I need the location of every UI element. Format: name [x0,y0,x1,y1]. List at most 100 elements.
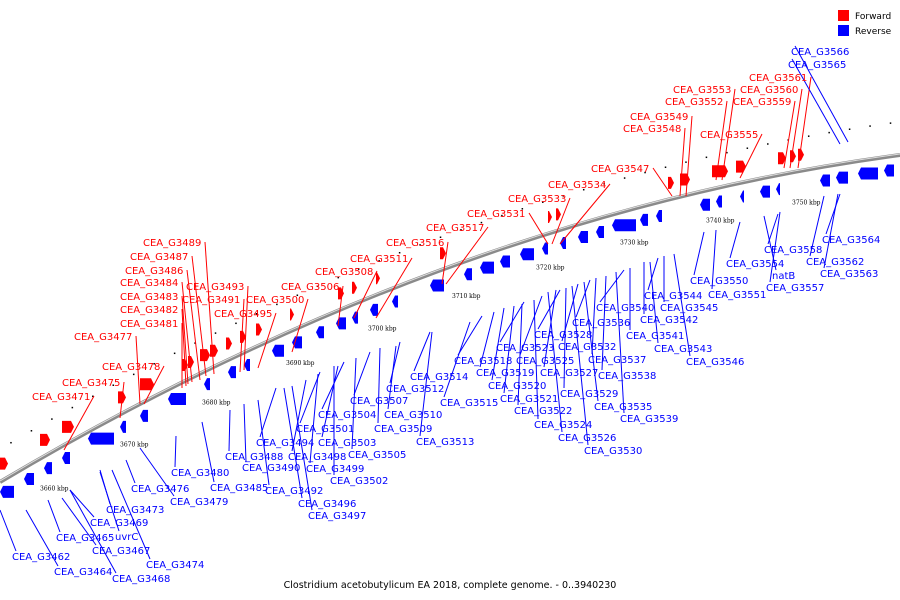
reverse-gene-label: CEA_G3498 [288,452,346,463]
reverse-gene [716,195,722,208]
forward-gene-label: CEA_G3471 [32,392,90,403]
reverse-gene-label: CEA_G3518 [454,356,512,367]
forward-gene-label: CEA_G3484 [120,278,178,289]
forward-leader-line [291,298,309,353]
backbone-dot [685,161,687,163]
reverse-gene-label: CEA_G3501 [296,424,354,435]
reverse-leader-line [139,447,175,497]
forward-gene [40,433,50,446]
reverse-gene-label: CEA_G3488 [225,452,283,463]
reverse-leader-line [729,221,741,259]
forward-leader-line [789,88,803,169]
forward-leader-line [551,197,571,245]
reverse-gene-label: CEA_G3479 [170,497,228,508]
forward-gene-label: CEA_G3555 [700,130,758,141]
forward-gene-label: CEA_G3547 [591,164,649,175]
reverse-gene-label: CEA_G3473 [106,505,164,516]
forward-leader-line [191,255,207,377]
reverse-gene [776,183,780,196]
scale-tick-label: 3700 kbp [368,325,397,332]
reverse-leader-line [99,469,111,505]
reverse-gene-label: CEA_G3465 [56,533,114,544]
genome-caption: Clostridium acetobutylicum EA 2018, comp… [284,580,617,591]
forward-gene-label: CEA_G3552 [665,97,723,108]
reverse-leader-line [257,399,270,486]
reverse-gene [520,248,534,261]
forward-gene-label: CEA_G3561 [749,73,807,84]
forward-gene-label: CEA_G3560 [740,85,798,96]
forward-leader-line [186,269,201,381]
gene-labels: CEA_G3471 CEA_G3475 CEA_G3477 CEA_G3478 CEA_… [12,47,880,585]
forward-leader-line [63,395,95,451]
reverse-leader-line [479,311,495,368]
reverse-gene [656,209,662,222]
reverse-leader-line [825,193,841,235]
forward-gene-label: CEA_G3489 [143,238,201,249]
reverse-gene-label: CEA_G3503 [318,438,376,449]
backbone-dot [848,128,851,130]
reverse-gene-label: CEA_G3509 [374,424,432,435]
reverse-gene-label: CEA_G3543 [654,344,712,355]
reverse-gene-label: CEA_G3512 [386,384,444,395]
reverse-gene-label: CEA_G3562 [806,257,864,268]
reverse-gene [336,317,346,330]
scale-tick-label: 3660 kbp [40,486,69,493]
reverse-leader-line [499,301,525,343]
reverse-leader-line [599,269,625,303]
reverse-gene-label: CEA_G3510 [384,410,442,421]
reverse-gene-label: CEA_G3476 [131,484,189,495]
reverse-leader-line [649,261,659,344]
reverse-leader-line [647,257,659,291]
forward-gene-label: CEA_G3477 [74,332,132,343]
reverse-gene-label: CEA_G3523 [496,343,554,354]
reverse-gene-label: CEA_G3494 [256,438,314,449]
forward-gene-label: CEA_G3495 [214,309,272,320]
reverse-gene [370,303,378,316]
reverse-gene [464,268,472,281]
reverse-leader-line [0,509,17,552]
reverse-gene-label: CEA_G3564 [822,235,880,246]
reverse-gene [884,164,894,177]
reverse-gene-label: CEA_G3557 [766,283,824,294]
reverse-gene [740,190,744,203]
reverse-gene-label: CEA_G3546 [686,357,744,368]
forward-gene-label: CEA_G3493 [186,282,244,293]
reverse-leader-line [309,373,319,464]
reverse-leader-line [615,271,625,414]
scale-tick-label: 3740 kbp [706,217,735,224]
backbone-dot [357,268,360,270]
reverse-gene-label: CEA_G3538 [598,371,656,382]
forward-gene-label: CEA_G3548 [623,124,681,135]
reverse-leader-line [69,489,95,518]
reverse-gene [760,185,770,198]
reverse-gene [392,295,398,308]
forward-leader-line [685,115,693,197]
backbone-dot [521,208,524,210]
reverse-gene-label: CEA_G3536 [572,318,630,329]
reverse-leader-line [571,285,589,446]
reverse-gene [500,255,510,268]
forward-leader-line [135,335,141,405]
reverse-gene-label: CEA_G3563 [820,269,878,280]
backbone-dot [378,260,380,262]
reverse-leader-line [443,321,471,398]
reverse-leader-line [543,289,557,368]
backbone-dot [214,332,217,334]
reverse-gene-label: CEA_G3528 [534,330,592,341]
reverse-gene-label: CEA_G3566 [791,47,849,58]
forward-leader-line [797,76,812,169]
genome-backbone-highlight [0,153,900,482]
reverse-leader-line [125,459,136,484]
forward-gene-label: CEA_G3486 [125,266,183,277]
reverse-gene [352,311,358,324]
reverse-gene [612,219,636,232]
reverse-leader-line [519,295,543,356]
forward-gene-label: CEA_G3487 [130,252,188,263]
reverse-leader-line [299,371,321,424]
reverse-leader-line [61,497,97,546]
reverse-gene-label: CEA_G3527 [540,368,598,379]
scale-tick-label: 3680 kbp [202,400,231,407]
reverse-gene-label: CEA_G3554 [726,259,784,270]
backbone-dot [10,441,12,444]
